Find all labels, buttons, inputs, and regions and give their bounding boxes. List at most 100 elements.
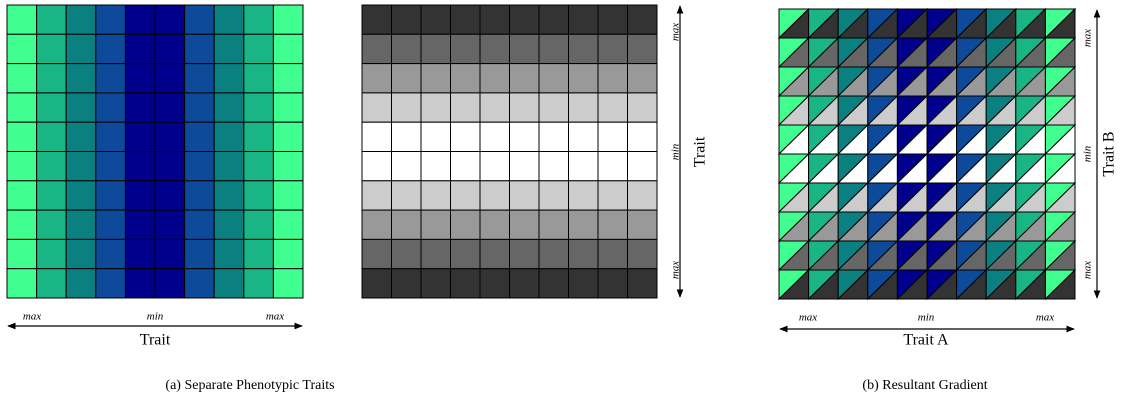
cell [420,121,451,152]
cell [213,238,245,270]
cell [124,151,156,182]
limit-label: min [147,311,164,323]
cell [154,63,186,94]
cell [124,238,156,270]
cell [154,268,186,299]
cell [391,92,422,123]
cell [627,121,658,152]
cell [509,268,540,299]
cell [272,151,304,182]
cell [124,268,156,299]
cell [65,33,97,65]
cell [36,209,67,240]
cell [450,63,481,94]
cell [538,63,569,94]
cell [6,92,38,123]
cell [243,180,274,211]
cell [65,268,97,299]
cell [243,92,274,123]
axis-label: Trait [692,136,709,167]
cell [213,63,245,94]
cell-trait-b [1044,268,1076,300]
cell [568,180,599,211]
cell [479,4,510,35]
limit-label: max [1082,29,1094,47]
cell [391,238,422,270]
cell [213,268,245,299]
cell [538,268,569,299]
cell [420,92,451,123]
cell [597,4,628,35]
cell [243,238,274,270]
cell [627,238,658,270]
limit-label: max [1082,261,1094,279]
cell [509,238,540,270]
cell [361,4,392,35]
cell [361,121,392,152]
cell [538,180,569,211]
cell [391,268,422,299]
cell [568,33,599,65]
cell [568,151,599,182]
cell [243,209,274,240]
cell [36,33,67,65]
cell [597,180,628,211]
cell [509,4,540,35]
cell [184,4,215,35]
cell [65,121,97,152]
cell [6,209,38,240]
cell [154,209,186,240]
cell [568,268,599,299]
cell [154,121,186,152]
axis-label: Trait [140,332,171,349]
cell [184,209,215,240]
cell [65,180,97,211]
cell [420,238,451,270]
cell [627,4,658,35]
cell [479,209,510,240]
limit-label: max [799,312,817,324]
limit-label: max [266,311,284,323]
cell [154,4,186,35]
cell [272,4,304,35]
cell [213,121,245,152]
limit-label: max [670,261,682,279]
caption: (b) Resultant Gradient [862,378,987,393]
cell [184,238,215,270]
cell [95,63,126,94]
cell [361,268,392,299]
cell [95,151,126,182]
cell [420,268,451,299]
axis-label: Trait B [1101,131,1118,176]
cell [65,63,97,94]
cell [479,268,510,299]
cell [65,151,97,182]
cell [124,33,156,65]
cell [509,33,540,65]
cell [272,121,304,152]
cell [65,238,97,270]
cell [154,33,186,65]
cell [6,4,38,35]
cell [243,63,274,94]
cell [6,238,38,270]
cell [450,180,481,211]
cell [95,238,126,270]
cell [243,121,274,152]
cell [538,121,569,152]
cell [509,121,540,152]
cell [450,268,481,299]
cell [597,63,628,94]
cell [450,238,481,270]
cell [361,209,392,240]
cell [6,151,38,182]
cell [420,63,451,94]
cell [36,238,67,270]
cell [95,180,126,211]
cell [213,180,245,211]
cell [597,268,628,299]
cell [95,209,126,240]
cell [391,4,422,35]
cell [420,180,451,211]
limit-label: min [670,143,682,160]
